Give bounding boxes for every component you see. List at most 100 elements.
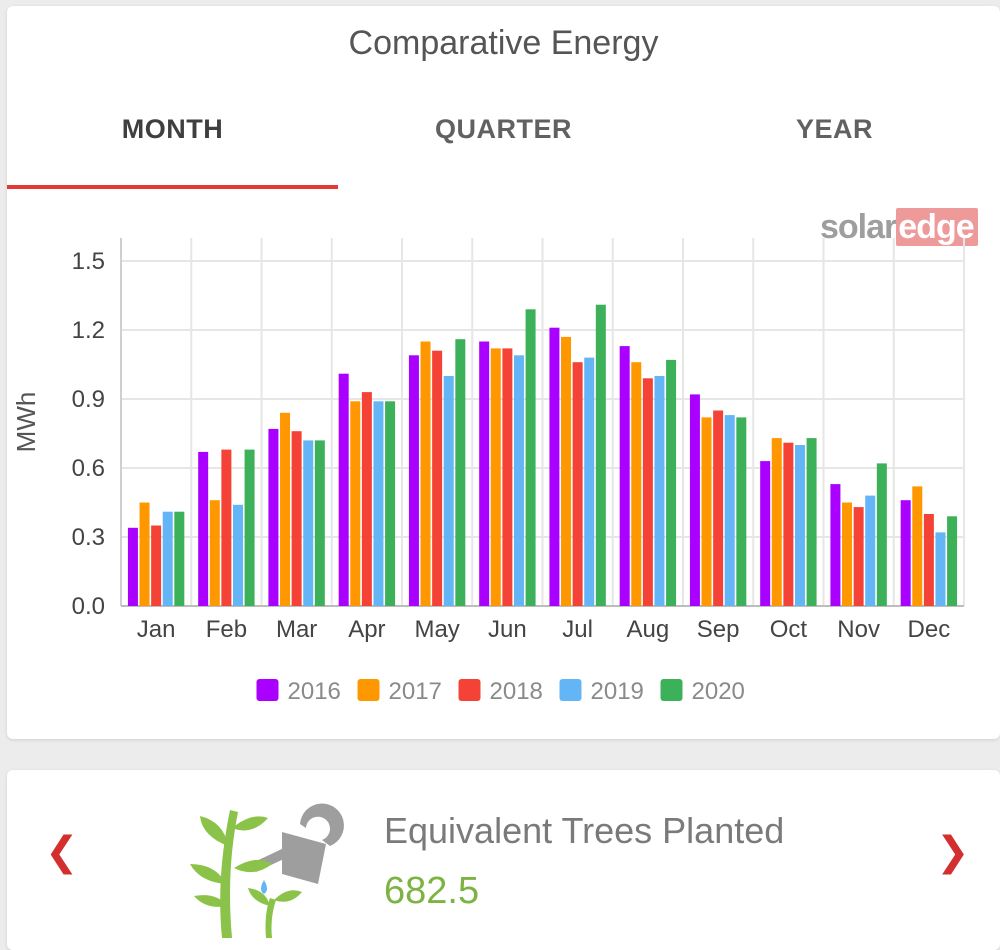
benefit-value: 682.5 bbox=[384, 870, 480, 912]
bar-2019-dec bbox=[935, 532, 946, 606]
bar-2018-may bbox=[432, 350, 443, 606]
x-tick-label: Feb bbox=[206, 616, 247, 643]
bar-2020-aug bbox=[666, 359, 677, 606]
legend-swatch-2019 bbox=[559, 679, 582, 701]
bar-2018-aug bbox=[642, 378, 653, 606]
bar-2016-apr bbox=[338, 373, 349, 606]
bar-2019-mar bbox=[303, 440, 314, 606]
bar-2017-dec bbox=[912, 486, 923, 606]
bar-2016-sep bbox=[689, 394, 700, 606]
bar-2020-may bbox=[455, 339, 466, 606]
legend-label-2019: 2019 bbox=[591, 678, 644, 705]
x-tick-label: Nov bbox=[837, 616, 880, 643]
bar-2019-jun bbox=[513, 355, 524, 606]
bar-2018-jan bbox=[151, 525, 162, 606]
y-axis-label: MWh bbox=[11, 392, 41, 453]
x-tick-label: Oct bbox=[770, 616, 808, 643]
x-tick-label: Sep bbox=[697, 616, 740, 643]
bar-2016-nov bbox=[830, 484, 841, 606]
bar-2016-feb bbox=[198, 451, 209, 606]
bar-2018-jul bbox=[572, 362, 583, 606]
bar-2019-may bbox=[443, 376, 454, 606]
bar-2018-sep bbox=[713, 410, 724, 606]
bar-2016-jun bbox=[479, 341, 490, 606]
chevron-right-icon[interactable]: ❯ bbox=[936, 830, 970, 874]
y-tick-label: 1.5 bbox=[72, 248, 105, 275]
bar-2017-mar bbox=[280, 412, 291, 606]
watering-trees-icon bbox=[190, 803, 344, 938]
bar-2019-feb bbox=[232, 504, 243, 606]
bar-2017-jun bbox=[490, 348, 501, 606]
bar-2017-oct bbox=[771, 438, 782, 606]
bar-2016-aug bbox=[619, 346, 630, 606]
bar-2018-jun bbox=[502, 348, 513, 606]
x-tick-label: Mar bbox=[276, 616, 317, 643]
legend-label-2020: 2020 bbox=[692, 678, 745, 705]
bar-2019-aug bbox=[654, 376, 665, 606]
chevron-left-icon[interactable]: ❮ bbox=[45, 830, 79, 874]
bar-2019-oct bbox=[794, 445, 805, 606]
bar-2020-nov bbox=[876, 463, 887, 606]
legend-label-2016: 2016 bbox=[288, 678, 341, 705]
legend-label-2017: 2017 bbox=[389, 678, 442, 705]
bar-2019-sep bbox=[724, 415, 735, 606]
bar-2017-aug bbox=[631, 362, 642, 606]
legend-swatch-2018 bbox=[458, 679, 481, 701]
x-tick-label: Jan bbox=[137, 616, 176, 643]
active-tab-indicator bbox=[7, 185, 338, 189]
energy-bar-chart: 0.0 0.3 0.6 0.9 1.2 1.5 MWh Jan Feb Mar Apr May Jun J… bbox=[11, 238, 965, 705]
x-tick-label: Aug bbox=[627, 616, 670, 643]
bar-2017-sep bbox=[701, 417, 712, 606]
bar-2017-apr bbox=[350, 401, 361, 606]
x-tick-label: Apr bbox=[348, 616, 385, 643]
legend-swatch-2020 bbox=[660, 679, 683, 701]
bar-2017-feb bbox=[209, 500, 220, 606]
legend-swatch-2017 bbox=[357, 679, 380, 701]
x-tick-label: Jul bbox=[562, 616, 593, 643]
bar-2020-apr bbox=[385, 401, 396, 606]
bar-2020-jun bbox=[525, 309, 536, 606]
bar-2017-may bbox=[420, 341, 431, 606]
bar-2017-nov bbox=[842, 502, 853, 606]
bar-2018-mar bbox=[291, 431, 302, 606]
bar-2018-feb bbox=[221, 449, 232, 606]
bar-2020-jan bbox=[174, 511, 185, 606]
legend-swatch-2016 bbox=[256, 679, 279, 701]
bar-2018-nov bbox=[853, 507, 864, 606]
bar-2018-apr bbox=[361, 392, 372, 606]
tab-month[interactable]: MONTH bbox=[121, 114, 224, 144]
bar-2019-jul bbox=[584, 357, 595, 606]
bar-2018-oct bbox=[783, 442, 794, 606]
y-tick-label: 0.3 bbox=[72, 524, 105, 551]
bar-2016-dec bbox=[900, 500, 911, 606]
tab-quarter[interactable]: QUARTER bbox=[435, 114, 572, 144]
bar-2020-jul bbox=[595, 304, 606, 606]
x-tick-label: Dec bbox=[908, 616, 951, 643]
bar-2019-jan bbox=[162, 511, 173, 606]
bar-2017-jul bbox=[561, 336, 572, 606]
x-tick-label: Jun bbox=[488, 616, 527, 643]
bar-2020-mar bbox=[314, 440, 325, 606]
bar-2017-jan bbox=[139, 502, 150, 606]
bar-2020-dec bbox=[947, 516, 958, 606]
legend-label-2018: 2018 bbox=[490, 678, 543, 705]
bar-2016-jan bbox=[127, 527, 138, 606]
bar-2018-dec bbox=[923, 514, 934, 606]
bar-2019-apr bbox=[373, 401, 384, 606]
y-tick-label: 0.9 bbox=[72, 386, 105, 413]
x-tick-label: May bbox=[414, 616, 459, 643]
bar-2020-oct bbox=[806, 438, 817, 606]
bar-2016-jul bbox=[549, 327, 560, 606]
y-tick-label: 1.2 bbox=[72, 317, 105, 344]
bar-2016-may bbox=[408, 355, 419, 606]
bar-2016-mar bbox=[268, 428, 279, 606]
tab-year[interactable]: YEAR bbox=[795, 114, 873, 144]
environmental-benefits-card: ❮ Equivalent Trees Planted 682.5 ❯ bbox=[7, 770, 1000, 950]
bar-2016-oct bbox=[760, 461, 771, 606]
bar-2020-feb bbox=[244, 449, 255, 606]
bar-2019-nov bbox=[865, 495, 876, 606]
card-title: Comparative Energy bbox=[348, 24, 659, 62]
y-tick-label: 0.0 bbox=[72, 593, 105, 620]
y-tick-label: 0.6 bbox=[72, 455, 105, 482]
bar-2020-sep bbox=[736, 417, 747, 606]
